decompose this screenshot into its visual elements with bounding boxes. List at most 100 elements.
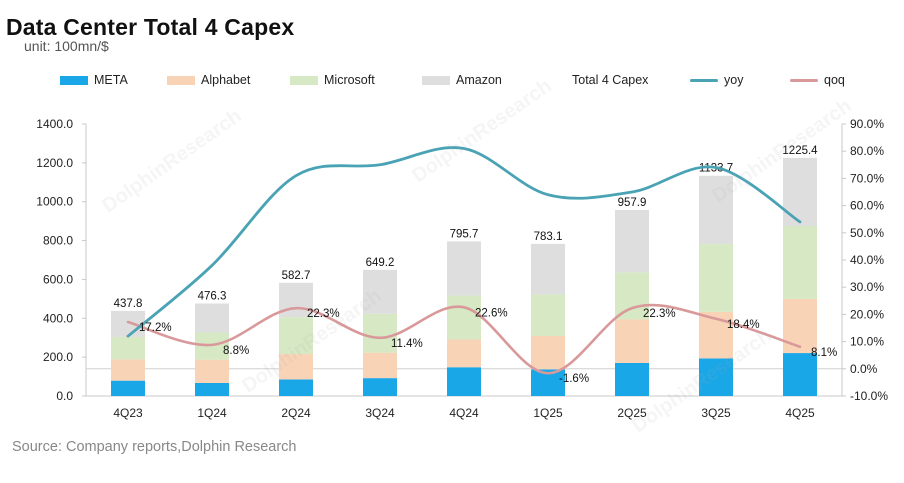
bar-microsoft <box>783 226 817 299</box>
qoq-data-label: 18.4% <box>727 319 760 331</box>
yoy-line <box>126 146 802 338</box>
y-right-tick-label: 80.0% <box>850 144 884 158</box>
bar-alphabet <box>531 335 565 370</box>
y-left-tick-label: 1000.0 <box>36 195 73 209</box>
bar-amazon <box>111 310 145 337</box>
qoq-line <box>126 303 802 375</box>
bar-amazon <box>615 209 649 273</box>
legend-label-amazon: Amazon <box>456 73 502 87</box>
legend-label-alphabet: Alphabet <box>201 73 251 87</box>
bar-meta <box>615 362 649 396</box>
bar-microsoft <box>447 295 481 340</box>
legend-swatch-alphabet <box>167 75 195 85</box>
x-tick-label: 4Q24 <box>449 406 479 420</box>
y-right-tick-label: 70.0% <box>850 171 884 185</box>
legend-item-total[interactable]: Total 4 Capex <box>572 71 648 89</box>
bar-microsoft <box>699 244 733 312</box>
bar-meta <box>783 353 817 396</box>
total-data-label: 795.7 <box>450 228 479 240</box>
bar-alphabet <box>615 319 649 363</box>
bar-microsoft <box>363 313 397 353</box>
legend-swatch-yoy <box>690 78 718 82</box>
bar-alphabet <box>363 352 397 379</box>
unit-label: unit: 100mn/$ <box>24 38 109 54</box>
legend-label-qoq: qoq <box>824 73 845 87</box>
legend-swatch-meta <box>60 75 88 85</box>
source-note: Source: Company reports,Dolphin Research <box>12 439 297 455</box>
total-data-label: 437.8 <box>114 298 143 310</box>
chart-title: Data Center Total 4 Capex <box>6 14 295 40</box>
bar-microsoft <box>279 317 313 355</box>
y-right-tick-label: 20.0% <box>850 307 884 321</box>
y-left-tick-label: 1400.0 <box>36 117 73 131</box>
y-right-tick-label: -10.0% <box>850 389 888 403</box>
qoq-data-label: 22.3% <box>643 308 676 320</box>
legend-swatch-amazon <box>422 75 450 85</box>
qoq-data-label: -1.6% <box>559 373 589 385</box>
total-data-label: 649.2 <box>366 257 395 269</box>
legend-label-total: Total 4 Capex <box>572 73 649 87</box>
qoq-data-label: 11.4% <box>391 338 423 350</box>
y-left-tick-label: 800.0 <box>43 234 73 248</box>
x-tick-label: 1Q25 <box>533 406 563 420</box>
y-right-tick-label: 0.0% <box>850 362 878 376</box>
legend-item-alphabet[interactable]: Alphabet <box>167 71 250 89</box>
x-tick-label: 2Q25 <box>617 406 647 420</box>
legend-swatch-qoq <box>790 78 818 82</box>
legend-item-microsoft[interactable]: Microsoft <box>290 71 375 89</box>
bar-amazon <box>363 269 397 314</box>
bar-amazon <box>699 175 733 245</box>
legend-item-amazon[interactable]: Amazon <box>422 71 502 89</box>
legend-item-meta[interactable]: META <box>60 71 128 89</box>
total-data-label: 476.3 <box>198 290 227 302</box>
legend-item-yoy[interactable]: yoy <box>690 71 743 89</box>
y-right-tick-label: 60.0% <box>850 199 884 213</box>
legend-item-qoq[interactable]: qoq <box>790 71 845 89</box>
bar-alphabet <box>783 298 817 354</box>
bar-amazon <box>783 157 817 226</box>
bar-meta <box>447 367 481 396</box>
y-right-tick-label: 90.0% <box>850 117 884 131</box>
y-right-tick-label: 50.0% <box>850 226 884 240</box>
bar-meta <box>363 378 397 396</box>
bar-meta <box>195 382 229 396</box>
bar-amazon <box>195 303 229 333</box>
bar-amazon <box>447 241 481 296</box>
bar-alphabet <box>111 359 145 381</box>
y-left-tick-label: 0.0 <box>56 389 73 403</box>
qoq-data-label: 8.1% <box>811 347 837 359</box>
bar-microsoft <box>531 294 565 336</box>
legend-label-microsoft: Microsoft <box>324 73 375 87</box>
y-left-tick-label: 200.0 <box>43 350 73 364</box>
total-data-label: 783.1 <box>534 231 563 243</box>
x-tick-label: 2Q24 <box>281 406 311 420</box>
total-data-label: 1225.4 <box>782 145 818 157</box>
qoq-data-label: 22.3% <box>307 308 340 320</box>
y-left-tick-label: 600.0 <box>43 272 73 286</box>
bar-alphabet <box>279 354 313 380</box>
x-tick-label: 1Q24 <box>197 406 227 420</box>
y-left-tick-label: 400.0 <box>43 311 73 325</box>
bar-microsoft <box>615 272 649 320</box>
x-tick-label: 3Q25 <box>701 406 731 420</box>
bar-alphabet <box>195 359 229 383</box>
y-left-tick-label: 1200.0 <box>36 156 73 170</box>
y-right-tick-label: 30.0% <box>850 280 884 294</box>
x-tick-label: 4Q23 <box>113 406 143 420</box>
bar-meta <box>699 358 733 396</box>
bar-meta <box>279 379 313 396</box>
x-tick-label: 3Q24 <box>365 406 395 420</box>
qoq-data-label: 17.2% <box>139 322 172 334</box>
qoq-data-label: 22.6% <box>475 307 508 319</box>
bar-meta <box>111 380 145 396</box>
legend: META Alphabet Microsoft Amazon Total 4 C… <box>60 71 860 89</box>
total-data-label: 957.9 <box>618 197 647 209</box>
bar-alphabet <box>447 339 481 368</box>
legend-label-meta: META <box>94 73 128 87</box>
y-right-tick-label: 10.0% <box>850 335 884 349</box>
legend-swatch-microsoft <box>290 75 318 85</box>
bar-amazon <box>531 243 565 295</box>
x-tick-label: 4Q25 <box>785 406 815 420</box>
qoq-data-label: 8.8% <box>223 345 249 357</box>
